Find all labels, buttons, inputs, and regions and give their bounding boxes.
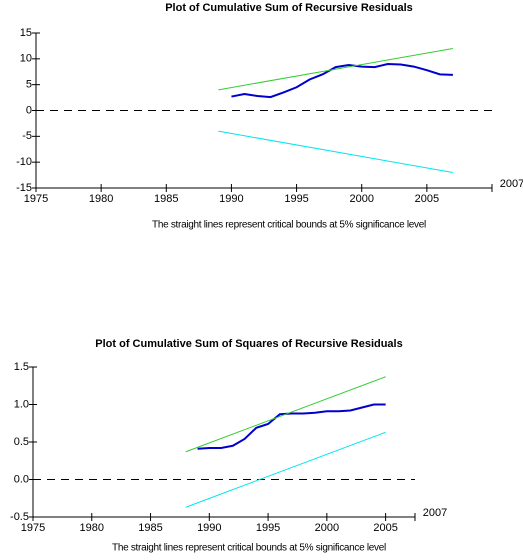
chart-title: Plot of Cumulative Sum of Squares of Rec… bbox=[95, 338, 402, 350]
x-tick-label: 1995 bbox=[256, 522, 280, 534]
x-tick-label: 1995 bbox=[284, 193, 308, 205]
x-tick-label: 1990 bbox=[219, 193, 243, 205]
x-tick-label: 2007 bbox=[423, 507, 447, 519]
y-tick-label: 1.0 bbox=[14, 398, 29, 410]
x-tick-label: 2007 bbox=[500, 178, 523, 190]
y-tick-label: 10 bbox=[20, 53, 32, 65]
x-tick-label: 1985 bbox=[154, 193, 178, 205]
x-tick-label: 1985 bbox=[138, 522, 162, 534]
x-tick-label: 2000 bbox=[315, 522, 339, 534]
x-tick-label: 2005 bbox=[373, 522, 397, 534]
x-tick-label: 1975 bbox=[21, 522, 45, 534]
y-tick-label: 0.0 bbox=[14, 473, 29, 485]
series-line bbox=[218, 130, 454, 173]
y-tick-label: 0.5 bbox=[14, 436, 29, 448]
x-tick-label: 2005 bbox=[415, 193, 439, 205]
chart-subtitle: The straight lines represent critical bo… bbox=[152, 220, 426, 231]
series-line bbox=[185, 376, 386, 453]
y-tick-label: 1.5 bbox=[14, 361, 29, 373]
series-line bbox=[218, 48, 454, 91]
y-tick-label: 5 bbox=[26, 79, 32, 91]
series-line bbox=[185, 431, 386, 508]
y-tick-label: 15 bbox=[20, 27, 32, 39]
y-tick-label: -15 bbox=[16, 182, 32, 194]
y-tick-label: -0.5 bbox=[10, 511, 29, 523]
chart-title: Plot of Cumulative Sum of Recursive Resi… bbox=[165, 2, 413, 14]
chart-subtitle: The straight lines represent critical bo… bbox=[112, 543, 386, 554]
x-tick-label: 1975 bbox=[24, 193, 48, 205]
x-tick-label: 2000 bbox=[349, 193, 373, 205]
series-line bbox=[231, 62, 453, 99]
x-tick-label: 1980 bbox=[89, 193, 113, 205]
x-tick-label: 1990 bbox=[197, 522, 221, 534]
y-tick-label: -5 bbox=[22, 130, 32, 142]
y-tick-label: 0 bbox=[26, 104, 32, 116]
series-line bbox=[197, 403, 386, 450]
x-tick-label: 1980 bbox=[80, 522, 104, 534]
y-tick-label: -10 bbox=[16, 156, 32, 168]
